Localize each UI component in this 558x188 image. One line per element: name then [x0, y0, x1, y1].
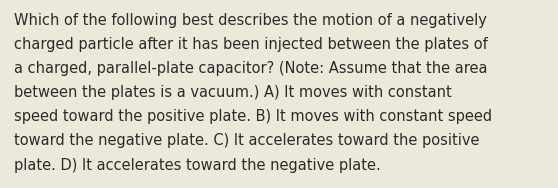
Text: charged particle after it has been injected between the plates of: charged particle after it has been injec…	[14, 37, 488, 52]
Text: between the plates is a vacuum.) A) It moves with constant: between the plates is a vacuum.) A) It m…	[14, 85, 451, 100]
Text: Which of the following best describes the motion of a negatively: Which of the following best describes th…	[14, 13, 487, 28]
Text: toward the negative plate. C) It accelerates toward the positive: toward the negative plate. C) It acceler…	[14, 133, 479, 149]
Text: plate. D) It accelerates toward the negative plate.: plate. D) It accelerates toward the nega…	[14, 158, 381, 173]
Text: speed toward the positive plate. B) It moves with constant speed: speed toward the positive plate. B) It m…	[14, 109, 492, 124]
Text: a charged, parallel-plate capacitor? (Note: Assume that the area: a charged, parallel-plate capacitor? (No…	[14, 61, 488, 76]
